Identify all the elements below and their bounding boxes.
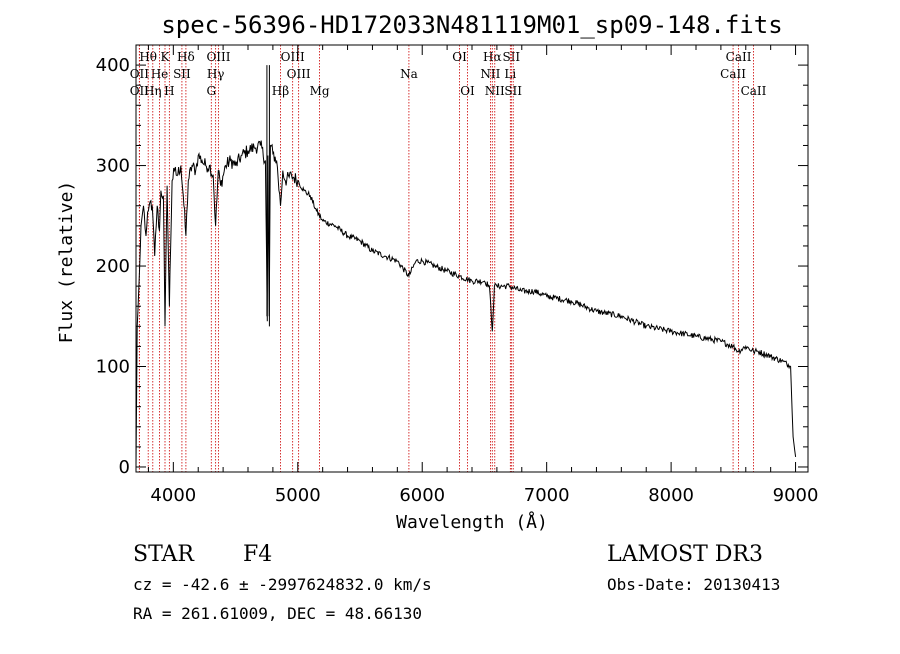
marker-label-7: Hδ: [177, 50, 195, 64]
y-tick-label: 100: [96, 357, 130, 378]
marker-label-26: CaII: [720, 67, 746, 81]
redshift-text: cz = -42.6 ± -2997624832.0 km/s: [133, 575, 432, 594]
tick-labels: 4000 5000 6000 7000 8000 9000 0 100 200 300 400: [96, 55, 819, 506]
radec-text: RA = 261.61009, DEC = 48.66130: [133, 604, 422, 623]
x-tick-label: 5000: [275, 485, 321, 506]
obs-date-text: Obs-Date: 20130413: [607, 575, 780, 594]
marker-label-3: K: [161, 50, 171, 64]
marker-label-0: Hθ: [139, 50, 157, 64]
x-tick-label: 9000: [773, 485, 819, 506]
marker-label-2: OII: [130, 84, 150, 98]
plot-frame: [135, 44, 809, 473]
marker-label-21: NII: [480, 67, 500, 81]
marker-label-11: G: [206, 84, 216, 98]
y-tick-label: 0: [119, 457, 130, 478]
marker-label-15: Mg: [310, 84, 330, 98]
marker-label-6: H: [164, 84, 174, 98]
marker-label-18: OI: [460, 84, 475, 98]
x-axis-label: Wavelength (Å): [396, 511, 548, 533]
marker-label-20: SII: [502, 50, 520, 64]
y-tick-label: 300: [96, 156, 130, 177]
x-tick-label: 7000: [524, 485, 570, 506]
marker-label-24: SII: [504, 84, 522, 98]
line-markers: Hθ OII OII K He Hη H Hδ SII OIII Hγ G Hβ OIII OIII Mg Na…: [130, 45, 767, 472]
chart-title: spec-56396-HD172033N481119M01_sp09-148.f…: [161, 11, 782, 39]
y-tick-label: 200: [96, 256, 130, 277]
plot-axes: [135, 44, 809, 473]
y-axis-label: Flux (relative): [56, 181, 77, 344]
marker-label-23: NII: [485, 84, 505, 98]
x-tick-label: 4000: [150, 485, 196, 506]
marker-label-16: Na: [400, 67, 418, 81]
marker-label-19: Hα: [483, 50, 502, 64]
marker-label-1: OII: [130, 67, 150, 81]
marker-label-22: Li: [504, 67, 516, 81]
marker-label-14: OIII: [287, 67, 311, 81]
marker-label-5: Hη: [144, 84, 162, 98]
marker-label-12: Hβ: [272, 84, 289, 98]
marker-label-13: OIII: [281, 50, 305, 64]
marker-label-25: CaII: [726, 50, 752, 64]
x-tick-label: 8000: [648, 485, 694, 506]
marker-label-17: OI: [452, 50, 467, 64]
object-class: STAR: [133, 542, 195, 567]
marker-label-27: CaII: [741, 84, 767, 98]
spectrum-series: [135, 65, 797, 468]
survey-name: LAMOST DR3: [607, 542, 763, 567]
x-tick-label: 6000: [399, 485, 445, 506]
object-subclass: F4: [243, 542, 272, 567]
marker-label-10: Hγ: [207, 67, 225, 81]
y-tick-label: 400: [96, 55, 130, 76]
marker-label-8: SII: [173, 67, 191, 81]
spectrum-line: [135, 140, 797, 468]
marker-label-4: He: [151, 67, 169, 81]
marker-label-9: OIII: [206, 50, 230, 64]
